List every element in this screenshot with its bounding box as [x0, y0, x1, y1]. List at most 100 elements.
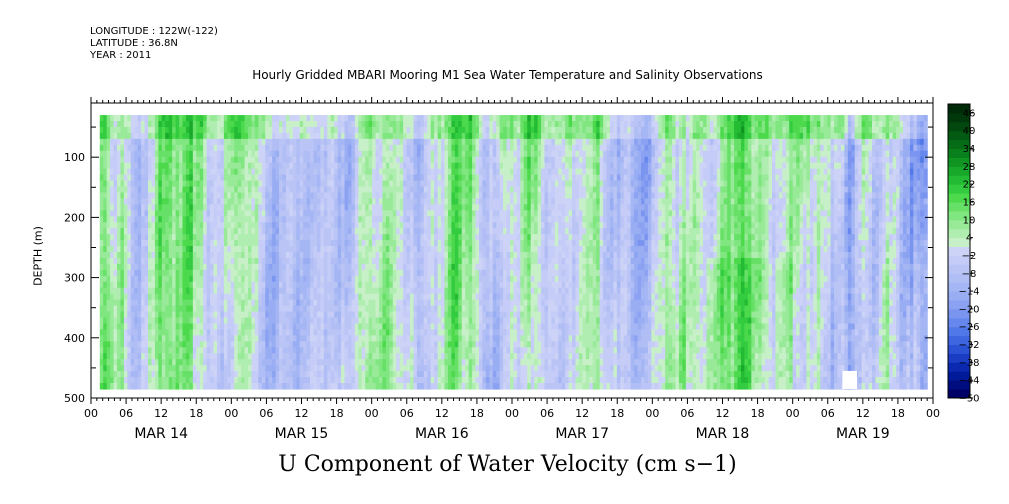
heatmap-cell	[220, 371, 225, 378]
heatmap-cell	[165, 323, 170, 331]
heatmap-cell	[154, 317, 159, 325]
heatmap-cell	[99, 371, 104, 378]
heatmap-cell	[468, 186, 473, 194]
heatmap-cell	[127, 240, 132, 247]
heatmap-cell	[368, 222, 373, 229]
heatmap-cell	[316, 252, 322, 259]
heatmap-cell	[416, 377, 421, 384]
heatmap-cell	[148, 263, 153, 271]
heatmap-cell	[182, 311, 187, 319]
heatmap-cell	[310, 144, 315, 152]
heatmap-cell	[175, 198, 180, 205]
heatmap-cell	[127, 228, 132, 235]
heatmap-cell	[168, 180, 173, 188]
heatmap-cell	[385, 138, 390, 146]
heatmap-cell	[454, 144, 459, 152]
heatmap-cell	[196, 216, 201, 223]
heatmap-cell	[358, 359, 363, 366]
heatmap-cell	[158, 371, 163, 378]
heatmap-cell	[261, 174, 266, 182]
heatmap-cell	[230, 335, 235, 342]
heatmap-cell	[299, 275, 304, 283]
heatmap-cell	[313, 263, 318, 271]
heatmap-cell	[310, 246, 315, 253]
heatmap-cell	[313, 353, 318, 360]
heatmap-cell	[441, 126, 446, 134]
heatmap-cell	[199, 317, 204, 325]
heatmap-cell	[320, 222, 325, 229]
heatmap-cell	[316, 341, 322, 348]
heatmap-cell	[458, 168, 463, 176]
heatmap-cell	[141, 204, 146, 211]
heatmap-cell	[106, 168, 111, 176]
heatmap-cell	[210, 252, 215, 259]
heatmap-cell	[382, 121, 387, 128]
heatmap-cell	[465, 180, 470, 188]
heatmap-cell	[182, 377, 187, 384]
heatmap-cell	[161, 275, 166, 283]
heatmap-cell	[175, 311, 180, 319]
heatmap-cell	[110, 293, 115, 301]
heatmap-cell	[441, 240, 446, 247]
heatmap-cell	[148, 371, 153, 378]
heatmap-cell	[351, 371, 356, 378]
heatmap-cell	[327, 347, 332, 354]
heatmap-cell	[410, 132, 415, 140]
heatmap-cell	[413, 353, 418, 360]
heatmap-cell	[413, 341, 418, 348]
heatmap-cell	[206, 377, 211, 384]
heatmap-cell	[330, 335, 335, 342]
heatmap-cell	[347, 323, 353, 331]
heatmap-cell	[106, 329, 111, 336]
heatmap-cell	[420, 305, 425, 313]
heatmap-cell	[385, 377, 390, 384]
heatmap-cell	[372, 150, 377, 158]
heatmap-cell	[337, 210, 342, 217]
heatmap-cell	[285, 317, 290, 325]
heatmap-cell	[272, 365, 277, 372]
heatmap-cell	[434, 132, 439, 140]
heatmap-cell	[123, 115, 128, 122]
heatmap-cell	[389, 323, 394, 331]
heatmap-cell	[347, 347, 353, 354]
heatmap-cell	[423, 341, 428, 348]
heatmap-cell	[227, 347, 232, 354]
heatmap-cell	[110, 174, 115, 182]
heatmap-cell	[382, 311, 387, 319]
heatmap-cell	[185, 305, 191, 313]
heatmap-cell	[185, 323, 191, 331]
heatmap-cell	[389, 222, 394, 229]
heatmap-cell	[354, 174, 359, 182]
heatmap-cell	[389, 192, 394, 200]
heatmap-cell	[110, 246, 115, 253]
heatmap-cell	[130, 168, 135, 176]
heatmap-cell	[199, 138, 204, 146]
heatmap-cell	[103, 275, 108, 283]
heatmap-cell	[192, 371, 197, 378]
heatmap-cell	[148, 252, 153, 259]
heatmap-cell	[444, 168, 449, 176]
heatmap-cell	[192, 240, 197, 247]
heatmap-cell	[399, 377, 404, 384]
heatmap-cell	[396, 263, 401, 271]
heatmap-cell	[410, 252, 415, 259]
heatmap-cell	[406, 180, 411, 188]
heatmap-cell	[361, 222, 366, 229]
heatmap-cell	[123, 246, 128, 253]
heatmap-cell	[213, 138, 218, 146]
heatmap-cell	[137, 204, 142, 211]
heatmap-cell	[182, 383, 187, 390]
heatmap-cell	[406, 150, 411, 158]
heatmap-cell	[272, 287, 277, 295]
heatmap-cell	[244, 359, 249, 366]
heatmap-cell	[148, 222, 153, 229]
heatmap-cell	[272, 305, 277, 313]
heatmap-cell	[430, 293, 435, 301]
heatmap-cell	[203, 299, 208, 307]
heatmap-cell	[196, 329, 201, 336]
heatmap-cell	[454, 126, 459, 134]
heatmap-cell	[320, 210, 325, 217]
heatmap-cell	[444, 132, 449, 140]
heatmap-cell	[434, 210, 439, 217]
heatmap-cell	[358, 377, 363, 384]
